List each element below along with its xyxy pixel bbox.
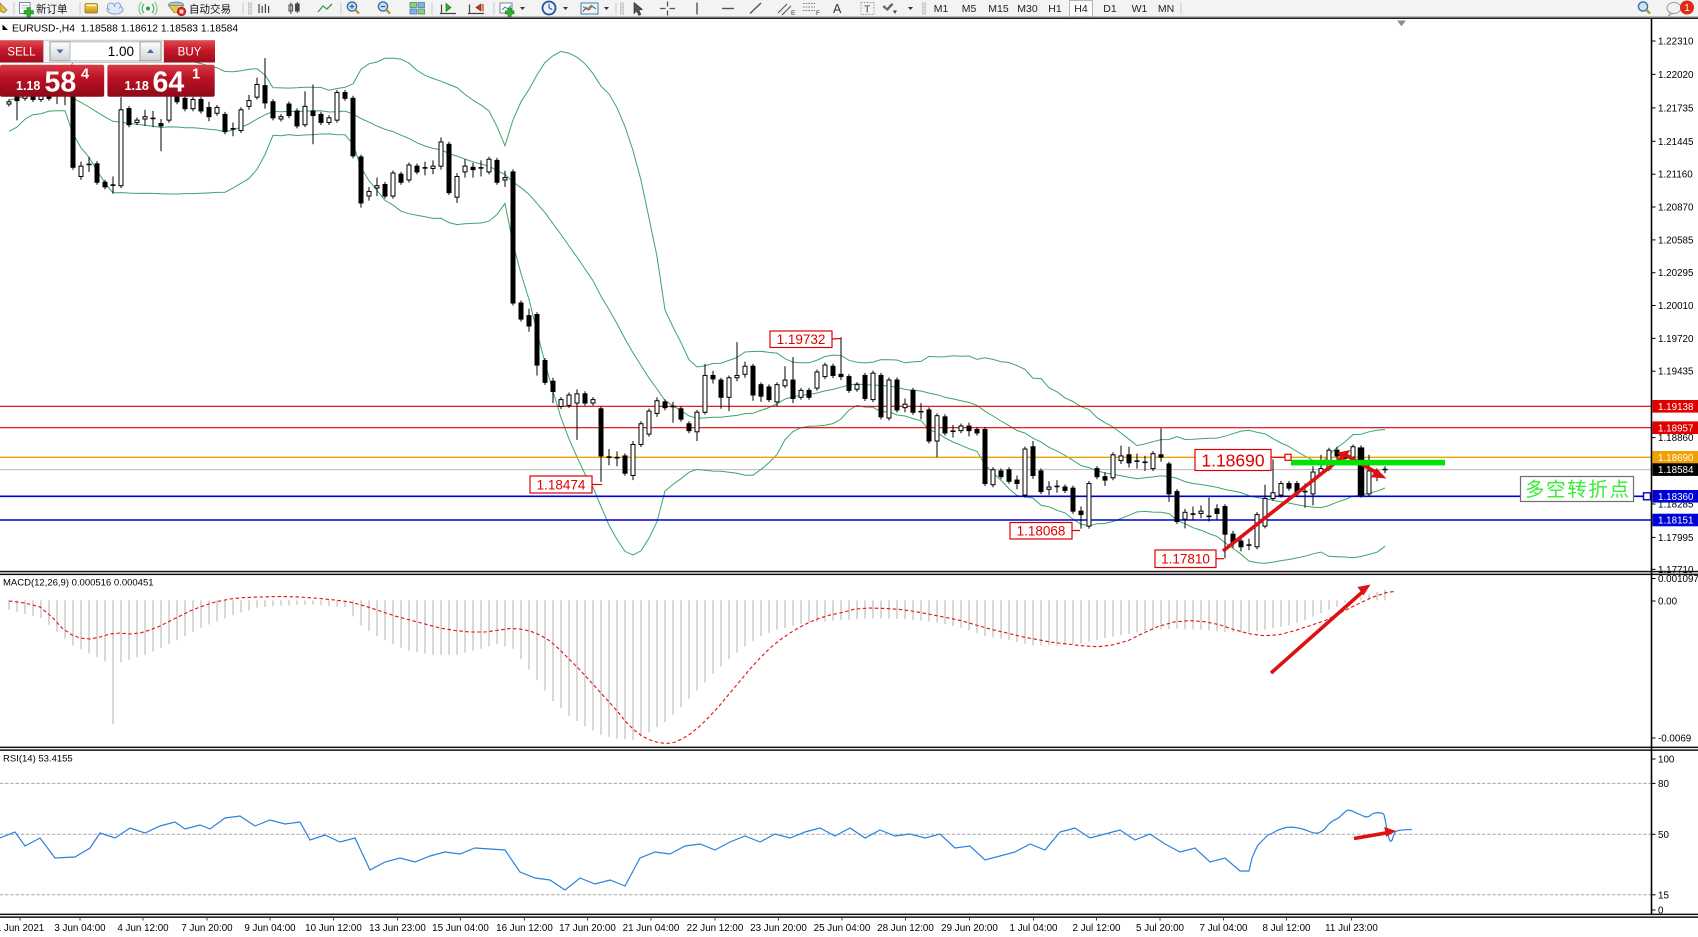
svg-text:1.18: 1.18 bbox=[16, 79, 40, 93]
svg-text:64: 64 bbox=[153, 67, 185, 99]
svg-text:25 Jun 04:00: 25 Jun 04:00 bbox=[814, 923, 871, 934]
svg-text:1: 1 bbox=[1684, 3, 1690, 14]
svg-text:23 Jun 20:00: 23 Jun 20:00 bbox=[750, 923, 807, 934]
svg-text:1.18860: 1.18860 bbox=[1658, 433, 1694, 444]
svg-text:15 Jun 04:00: 15 Jun 04:00 bbox=[432, 923, 489, 934]
svg-text:4 Jun 12:00: 4 Jun 12:00 bbox=[117, 923, 169, 934]
svg-text:1.18584: 1.18584 bbox=[1658, 465, 1694, 476]
svg-text:自动交易: 自动交易 bbox=[189, 2, 231, 15]
svg-text:1.20295: 1.20295 bbox=[1658, 268, 1694, 279]
svg-text:0.00: 0.00 bbox=[1658, 597, 1678, 608]
svg-text:1.19720: 1.19720 bbox=[1658, 334, 1694, 345]
svg-text:SELL: SELL bbox=[7, 46, 36, 58]
svg-text:A: A bbox=[833, 2, 842, 16]
svg-text:E: E bbox=[791, 10, 796, 17]
svg-text:T: T bbox=[864, 4, 871, 16]
svg-text:16 Jun 12:00: 16 Jun 12:00 bbox=[496, 923, 553, 934]
svg-text:-0.0069: -0.0069 bbox=[1658, 734, 1691, 745]
svg-text:1.20870: 1.20870 bbox=[1658, 203, 1694, 214]
svg-text:1.18: 1.18 bbox=[125, 79, 149, 93]
svg-text:2 Jul 12:00: 2 Jul 12:00 bbox=[1073, 923, 1121, 934]
svg-text:1.18151: 1.18151 bbox=[1658, 516, 1693, 527]
svg-text:58: 58 bbox=[45, 67, 77, 99]
svg-text:1.22310: 1.22310 bbox=[1658, 37, 1694, 48]
svg-text:1 Jul 04:00: 1 Jul 04:00 bbox=[1010, 923, 1058, 934]
svg-text:1: 1 bbox=[192, 67, 200, 83]
svg-text:新订单: 新订单 bbox=[36, 2, 68, 15]
svg-text:EURUSD-,H4 1.18588 1.18612 1.: EURUSD-,H4 1.18588 1.18612 1.18583 1.185… bbox=[12, 24, 238, 35]
svg-text:3 Jun 04:00: 3 Jun 04:00 bbox=[54, 923, 106, 934]
svg-text:1.18285: 1.18285 bbox=[1658, 500, 1694, 511]
svg-text:1.19435: 1.19435 bbox=[1658, 367, 1694, 378]
svg-text:1.17995: 1.17995 bbox=[1658, 533, 1694, 544]
svg-text:M1: M1 bbox=[934, 3, 949, 15]
svg-text:1.17710: 1.17710 bbox=[1658, 565, 1694, 576]
svg-text:1.19732: 1.19732 bbox=[777, 332, 826, 347]
svg-text:W1: W1 bbox=[1132, 3, 1148, 15]
svg-text:多空转折点: 多空转折点 bbox=[1525, 479, 1629, 501]
svg-text:0: 0 bbox=[1658, 906, 1664, 917]
svg-text:21 Jun 04:00: 21 Jun 04:00 bbox=[623, 923, 680, 934]
svg-text:17 Jun 20:00: 17 Jun 20:00 bbox=[559, 923, 616, 934]
svg-text:5 Jul 20:00: 5 Jul 20:00 bbox=[1136, 923, 1184, 934]
svg-text:10 Jun 12:00: 10 Jun 12:00 bbox=[305, 923, 362, 934]
svg-text:100: 100 bbox=[1658, 755, 1675, 766]
svg-text:MN: MN bbox=[1158, 3, 1174, 15]
svg-text:1.20585: 1.20585 bbox=[1658, 235, 1694, 246]
svg-text:1.18474: 1.18474 bbox=[537, 477, 586, 492]
svg-text:M30: M30 bbox=[1017, 3, 1038, 15]
svg-text:4: 4 bbox=[81, 67, 89, 83]
svg-text:1.20010: 1.20010 bbox=[1658, 301, 1694, 312]
svg-text:7 Jun 20:00: 7 Jun 20:00 bbox=[181, 923, 233, 934]
svg-text:1.19138: 1.19138 bbox=[1658, 402, 1694, 413]
svg-text:7 Jul 04:00: 7 Jul 04:00 bbox=[1200, 923, 1248, 934]
svg-text:11 Jul 23:00: 11 Jul 23:00 bbox=[1325, 923, 1378, 934]
svg-text:8 Jul 12:00: 8 Jul 12:00 bbox=[1263, 923, 1311, 934]
svg-text:H4: H4 bbox=[1074, 3, 1088, 15]
svg-text:22 Jun 12:00: 22 Jun 12:00 bbox=[687, 923, 744, 934]
svg-text:0.001097: 0.001097 bbox=[1658, 574, 1698, 585]
svg-text:1.18690: 1.18690 bbox=[1201, 450, 1265, 470]
svg-text:1.18957: 1.18957 bbox=[1658, 423, 1693, 434]
svg-text:1.18690: 1.18690 bbox=[1658, 453, 1694, 464]
svg-text:1.21735: 1.21735 bbox=[1658, 103, 1694, 114]
svg-text:1.00: 1.00 bbox=[108, 44, 134, 59]
svg-text:BUY: BUY bbox=[178, 46, 202, 58]
svg-text:M5: M5 bbox=[962, 3, 977, 15]
svg-text:H1: H1 bbox=[1048, 3, 1062, 15]
svg-text:1.22020: 1.22020 bbox=[1658, 70, 1694, 81]
svg-text:28 Jun 12:00: 28 Jun 12:00 bbox=[877, 923, 934, 934]
svg-text:50: 50 bbox=[1658, 830, 1669, 841]
svg-text:1.21160: 1.21160 bbox=[1658, 170, 1693, 181]
svg-text:1.18360: 1.18360 bbox=[1658, 492, 1694, 503]
svg-text:1.17810: 1.17810 bbox=[1161, 552, 1210, 567]
svg-text:1 Jun 2021: 1 Jun 2021 bbox=[0, 923, 44, 934]
svg-text:1.21445: 1.21445 bbox=[1658, 137, 1694, 148]
svg-text:80: 80 bbox=[1658, 779, 1669, 790]
svg-text:9 Jun 04:00: 9 Jun 04:00 bbox=[244, 923, 296, 934]
svg-text:D1: D1 bbox=[1103, 3, 1117, 15]
svg-text:15: 15 bbox=[1658, 890, 1669, 901]
svg-text:1.18068: 1.18068 bbox=[1017, 524, 1066, 539]
svg-text:M15: M15 bbox=[988, 3, 1009, 15]
svg-text:MACD(12,26,9) 0.000516 0.00045: MACD(12,26,9) 0.000516 0.000451 bbox=[3, 578, 154, 589]
svg-text:F: F bbox=[816, 10, 820, 17]
svg-text:29 Jun 20:00: 29 Jun 20:00 bbox=[941, 923, 998, 934]
svg-text:13 Jun 23:00: 13 Jun 23:00 bbox=[369, 923, 426, 934]
svg-text:RSI(14) 53.4155: RSI(14) 53.4155 bbox=[3, 754, 73, 765]
